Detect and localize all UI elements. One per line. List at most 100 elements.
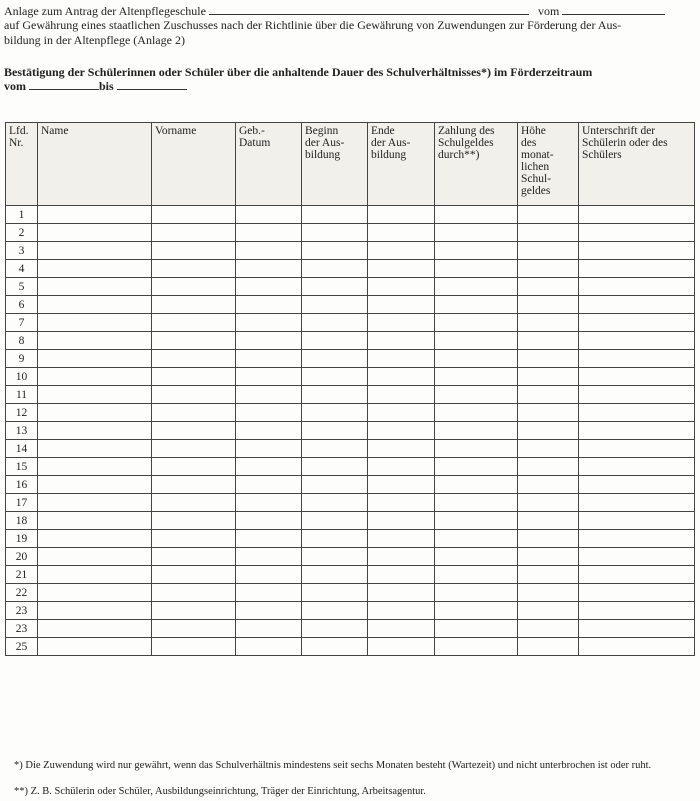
table-cell[interactable] <box>301 619 368 638</box>
table-cell[interactable] <box>517 565 579 584</box>
table-cell[interactable] <box>235 529 302 548</box>
table-cell[interactable] <box>434 493 518 512</box>
table-cell[interactable] <box>151 565 236 584</box>
table-cell[interactable] <box>434 241 518 260</box>
table-cell[interactable] <box>235 241 302 260</box>
table-cell[interactable] <box>578 439 695 458</box>
table-cell[interactable] <box>367 601 435 620</box>
table-cell[interactable] <box>434 565 518 584</box>
table-cell[interactable] <box>37 637 152 656</box>
table-cell[interactable] <box>235 403 302 422</box>
table-cell[interactable] <box>578 403 695 422</box>
table-cell[interactable] <box>434 601 518 620</box>
table-cell[interactable] <box>367 457 435 476</box>
table-cell[interactable] <box>517 511 579 530</box>
table-cell[interactable] <box>151 493 236 512</box>
table-cell[interactable] <box>578 493 695 512</box>
table-cell[interactable] <box>151 421 236 440</box>
table-cell[interactable] <box>578 637 695 656</box>
table-cell[interactable] <box>434 511 518 530</box>
table-cell[interactable] <box>235 601 302 620</box>
table-cell[interactable] <box>367 637 435 656</box>
table-cell[interactable] <box>367 421 435 440</box>
table-cell[interactable] <box>367 313 435 332</box>
table-cell[interactable] <box>578 277 695 296</box>
table-cell[interactable] <box>517 529 579 548</box>
table-cell[interactable] <box>434 313 518 332</box>
table-cell[interactable] <box>434 295 518 314</box>
table-cell[interactable] <box>235 565 302 584</box>
table-cell[interactable] <box>301 349 368 368</box>
table-cell[interactable] <box>434 385 518 404</box>
table-cell[interactable] <box>367 529 435 548</box>
table-cell[interactable] <box>434 421 518 440</box>
table-cell[interactable] <box>151 367 236 386</box>
table-cell[interactable] <box>37 205 152 224</box>
table-cell[interactable] <box>578 349 695 368</box>
table-cell[interactable] <box>235 421 302 440</box>
table-cell[interactable] <box>301 601 368 620</box>
table-cell[interactable] <box>37 529 152 548</box>
table-cell[interactable] <box>235 295 302 314</box>
period-end-field[interactable] <box>116 78 187 90</box>
table-cell[interactable] <box>517 277 579 296</box>
table-cell[interactable] <box>367 475 435 494</box>
table-cell[interactable] <box>151 583 236 602</box>
table-cell[interactable] <box>367 295 435 314</box>
table-cell[interactable] <box>367 511 435 530</box>
table-cell[interactable] <box>517 259 579 278</box>
table-cell[interactable] <box>301 529 368 548</box>
table-cell[interactable] <box>434 367 518 386</box>
table-cell[interactable] <box>235 619 302 638</box>
table-cell[interactable] <box>151 619 236 638</box>
table-cell[interactable] <box>301 547 368 566</box>
table-cell[interactable] <box>578 205 695 224</box>
table-cell[interactable] <box>151 295 236 314</box>
table-cell[interactable] <box>301 277 368 296</box>
table-cell[interactable] <box>37 565 152 584</box>
table-cell[interactable] <box>434 583 518 602</box>
table-cell[interactable] <box>235 331 302 350</box>
table-cell[interactable] <box>235 277 302 296</box>
table-cell[interactable] <box>367 367 435 386</box>
table-cell[interactable] <box>578 475 695 494</box>
table-cell[interactable] <box>151 277 236 296</box>
table-cell[interactable] <box>517 547 579 566</box>
table-cell[interactable] <box>37 313 152 332</box>
table-cell[interactable] <box>235 205 302 224</box>
table-cell[interactable] <box>517 457 579 476</box>
table-cell[interactable] <box>517 349 579 368</box>
table-cell[interactable] <box>367 277 435 296</box>
table-cell[interactable] <box>517 421 579 440</box>
table-cell[interactable] <box>37 385 152 404</box>
table-cell[interactable] <box>151 529 236 548</box>
table-cell[interactable] <box>301 241 368 260</box>
table-cell[interactable] <box>151 547 236 566</box>
table-cell[interactable] <box>235 475 302 494</box>
table-cell[interactable] <box>517 331 579 350</box>
table-cell[interactable] <box>434 457 518 476</box>
table-cell[interactable] <box>517 619 579 638</box>
table-cell[interactable] <box>301 457 368 476</box>
table-cell[interactable] <box>517 601 579 620</box>
table-cell[interactable] <box>37 241 152 260</box>
table-cell[interactable] <box>37 475 152 494</box>
table-cell[interactable] <box>578 529 695 548</box>
table-cell[interactable] <box>578 511 695 530</box>
table-cell[interactable] <box>151 403 236 422</box>
table-cell[interactable] <box>434 439 518 458</box>
table-cell[interactable] <box>434 529 518 548</box>
table-cell[interactable] <box>151 241 236 260</box>
table-cell[interactable] <box>367 439 435 458</box>
table-cell[interactable] <box>578 601 695 620</box>
table-cell[interactable] <box>517 367 579 386</box>
table-cell[interactable] <box>578 223 695 242</box>
application-date-field[interactable] <box>562 3 666 15</box>
table-cell[interactable] <box>235 511 302 530</box>
table-cell[interactable] <box>37 583 152 602</box>
table-cell[interactable] <box>235 493 302 512</box>
table-cell[interactable] <box>578 367 695 386</box>
table-cell[interactable] <box>235 259 302 278</box>
table-cell[interactable] <box>151 223 236 242</box>
table-cell[interactable] <box>37 547 152 566</box>
